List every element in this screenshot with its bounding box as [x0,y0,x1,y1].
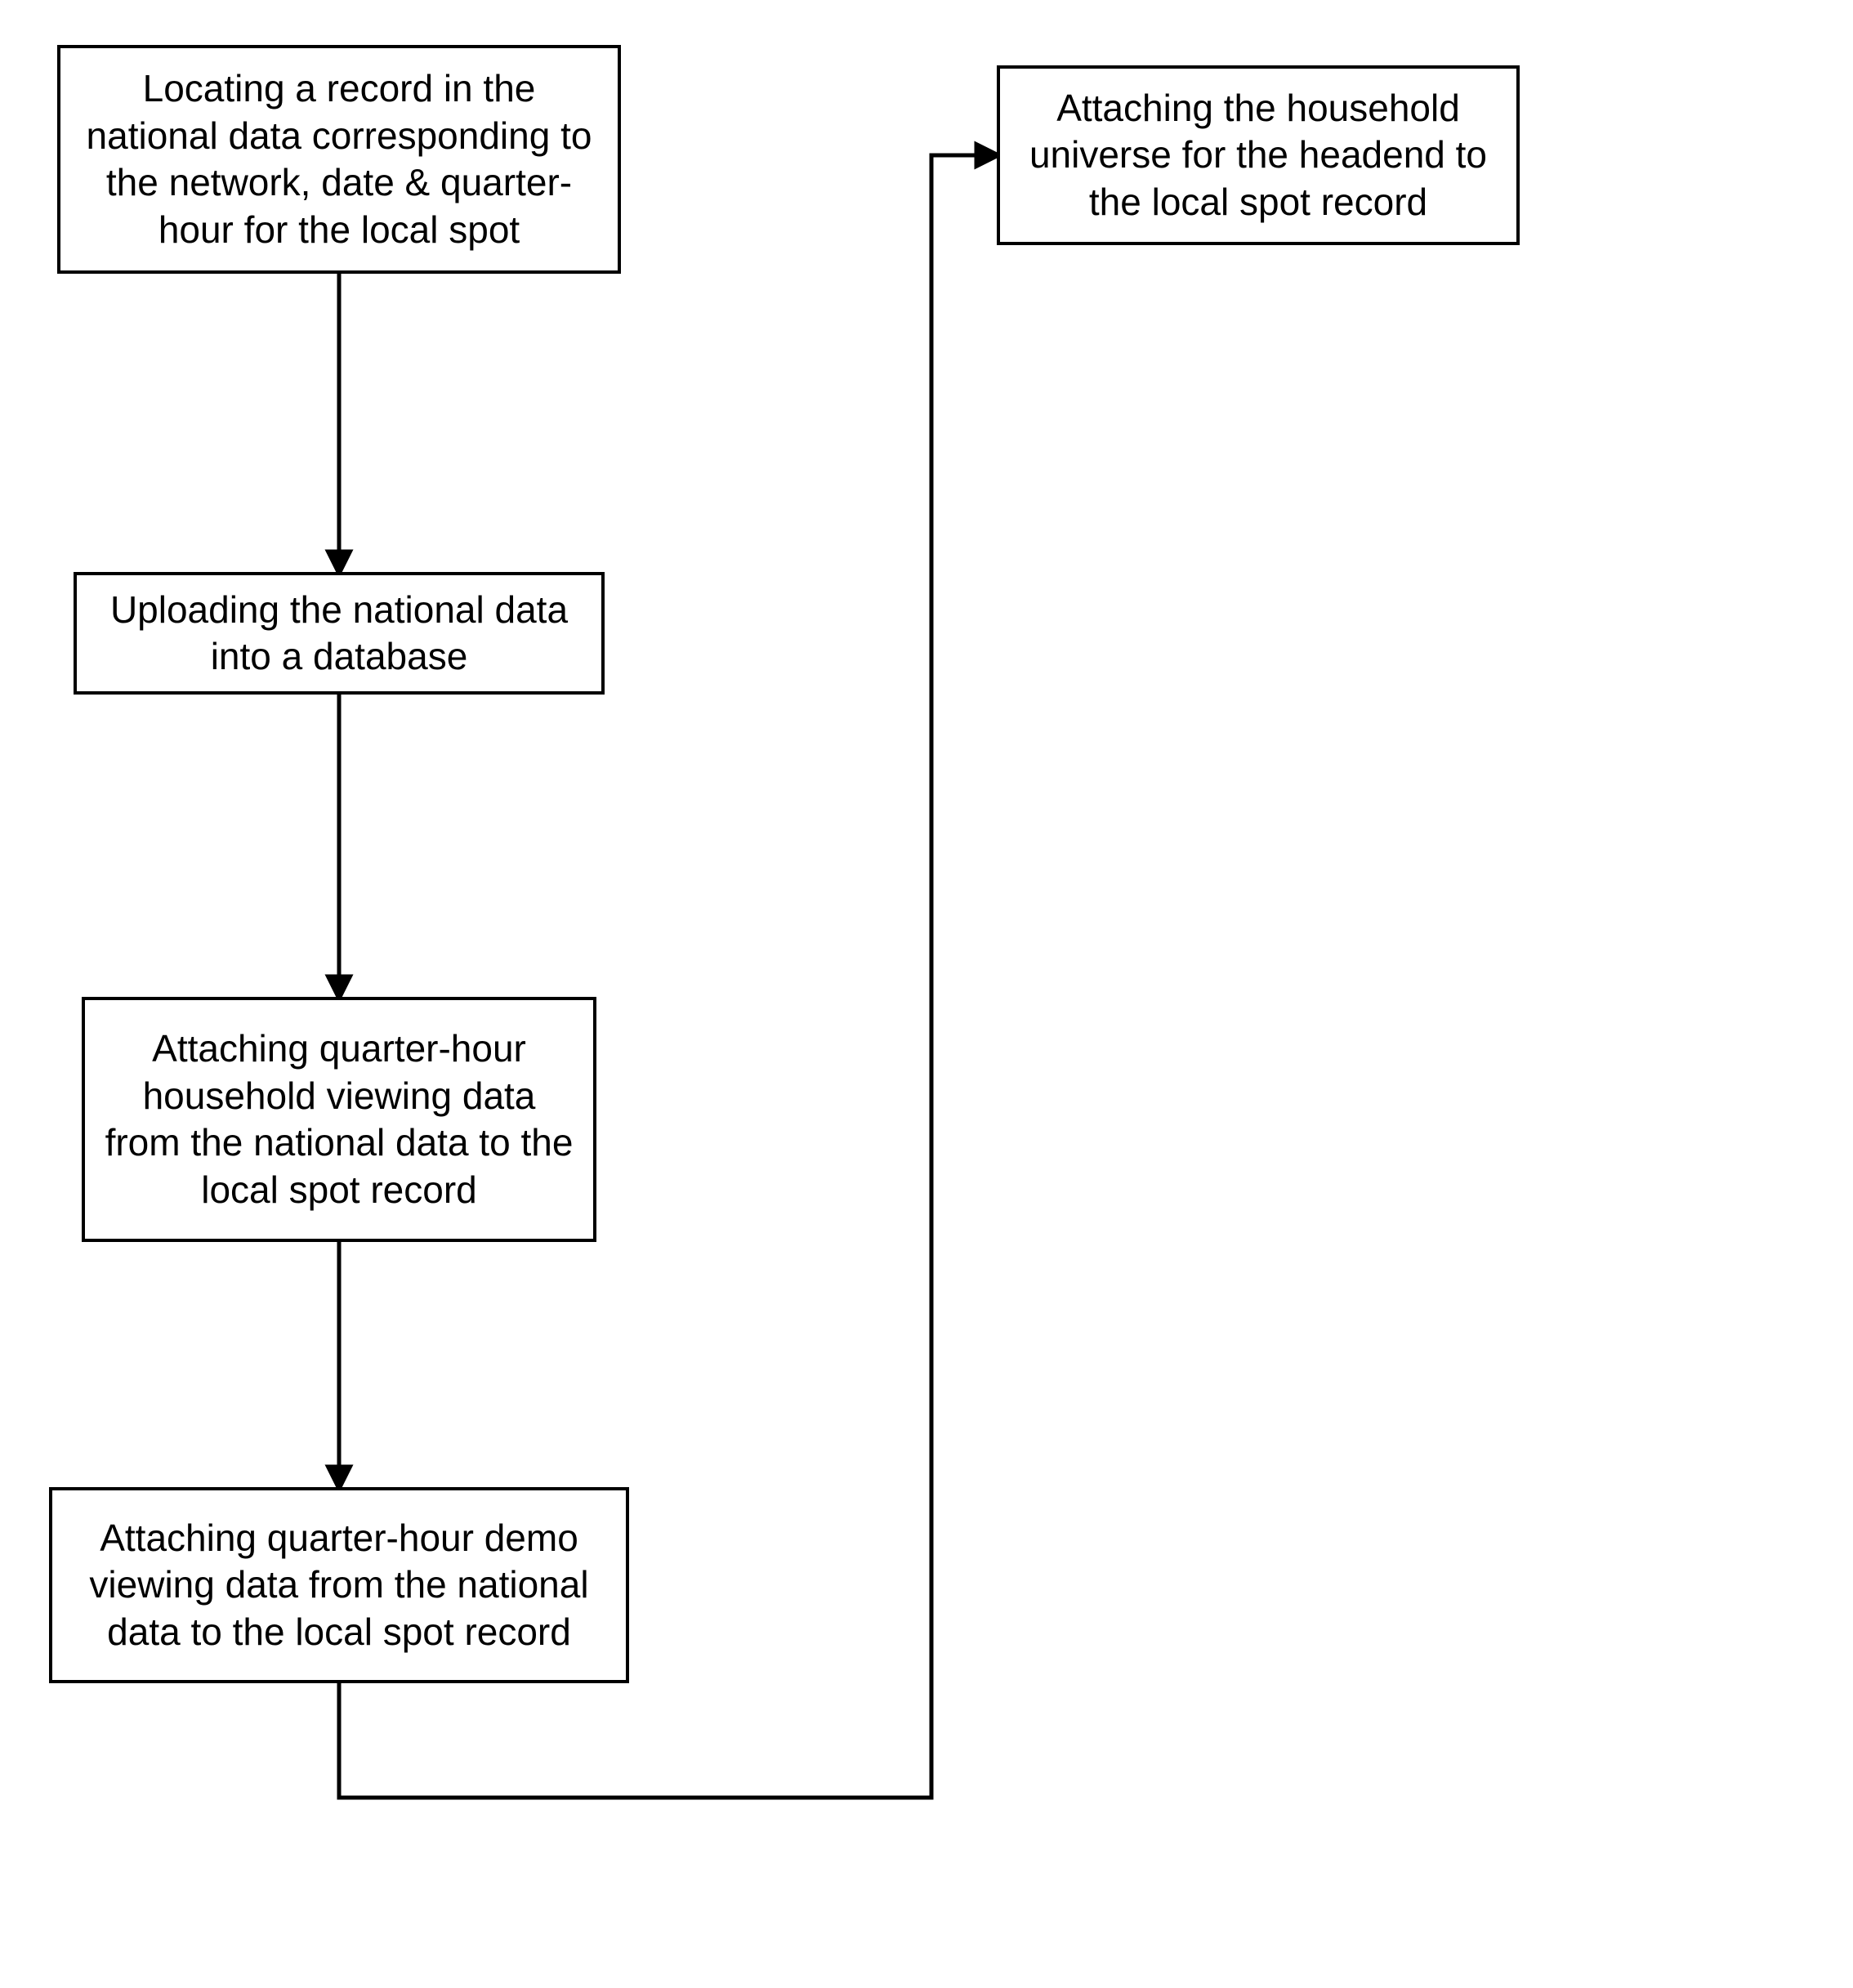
flowchart-edges [0,0,1853,1988]
flowchart-node-label: Attaching the household universe for the… [1016,85,1500,226]
flowchart-node-label: Uploading the national data into a datab… [93,587,585,681]
flowchart-node-label: Locating a record in the national data c… [77,65,601,253]
flowchart-node-n2: Uploading the national data into a datab… [74,572,605,695]
flowchart-node-label: Attaching quarter-hour household viewing… [101,1025,577,1213]
flowchart-node-n1: Locating a record in the national data c… [57,45,621,274]
flowchart-node-label: Attaching quarter-hour demo viewing data… [69,1515,609,1656]
flowchart-node-n5: Attaching the household universe for the… [997,65,1520,245]
flowchart-node-n4: Attaching quarter-hour demo viewing data… [49,1487,629,1683]
flowchart-node-n3: Attaching quarter-hour household viewing… [82,997,596,1242]
